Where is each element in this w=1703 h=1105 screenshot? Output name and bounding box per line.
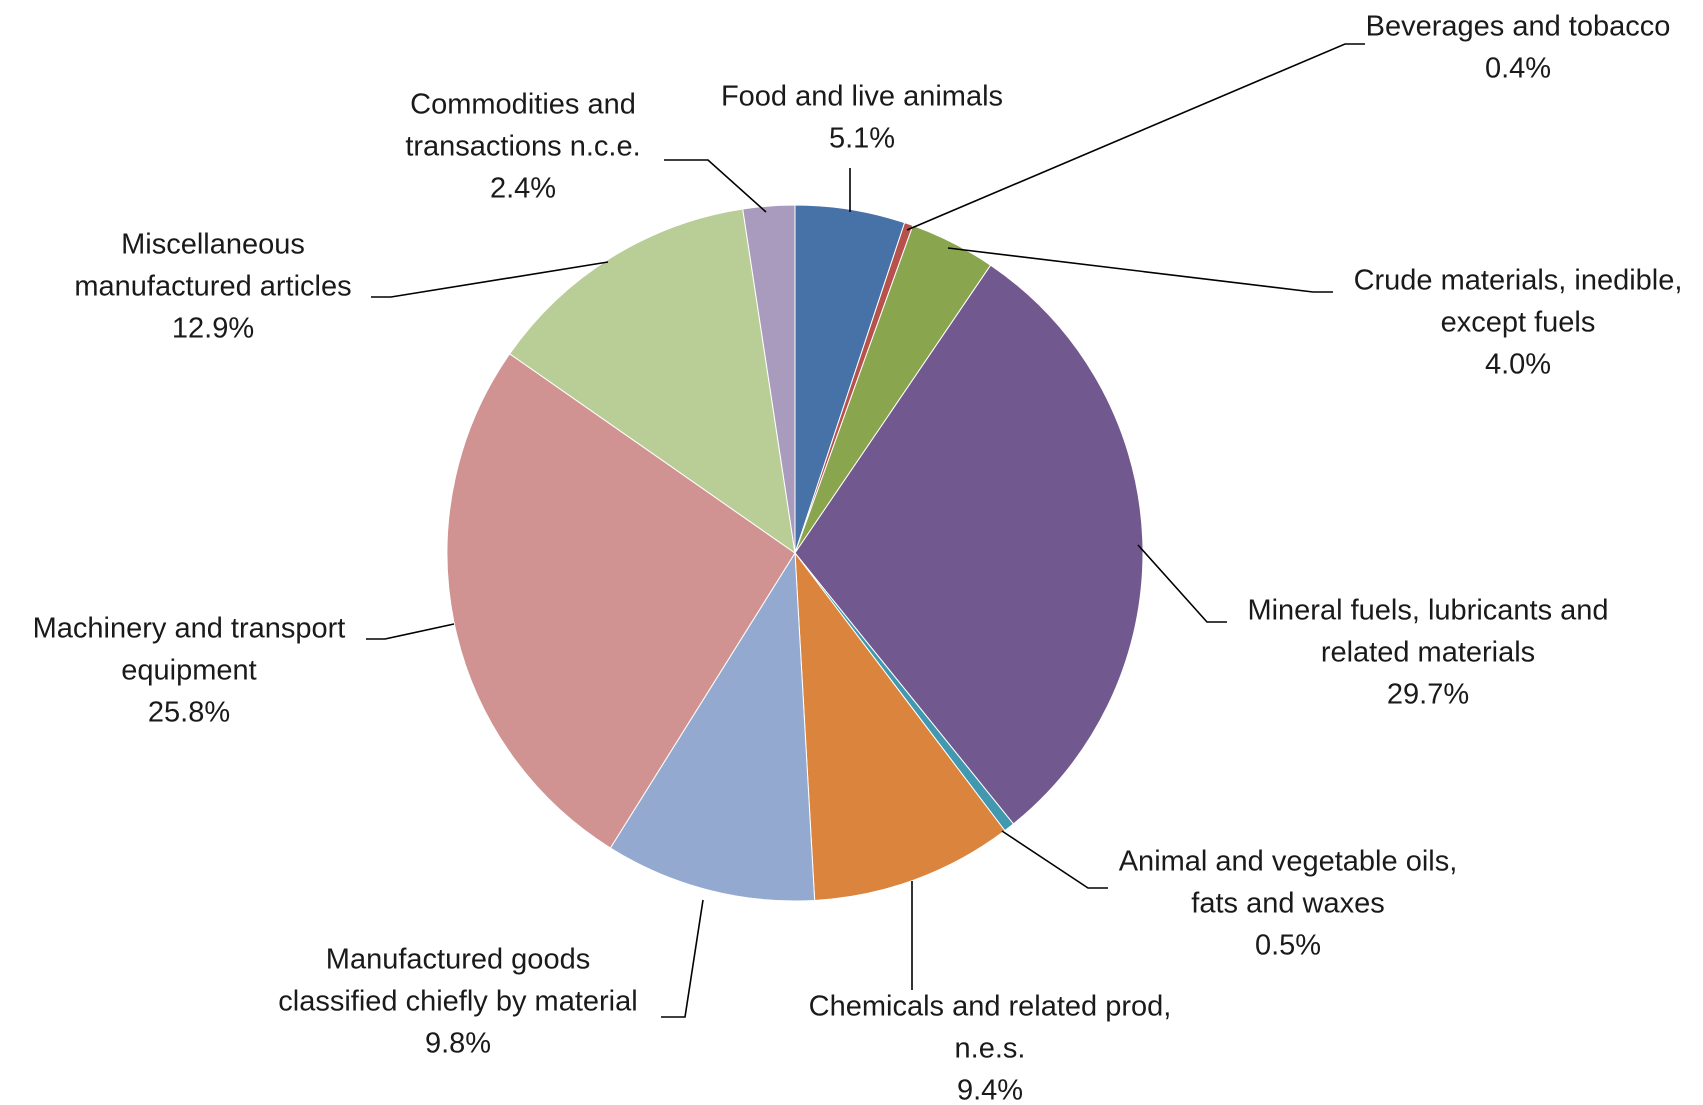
slice-label-10: Commodities and transactions n.c.e. 2.4% (405, 89, 640, 205)
slice-label-2: Beverages and tobacco 0.4% (1366, 11, 1671, 85)
pie-slice-10 (742, 204, 796, 554)
slice-category-label: related materials (1321, 637, 1535, 669)
slice-percent-label: 9.4% (957, 1075, 1023, 1105)
leader-line-9 (371, 261, 609, 298)
slice-category-label: Food and live animals (721, 81, 1003, 113)
slice-labels: Food and live animals 5.1% Beverages and t… (33, 11, 1683, 1105)
slice-category-label: Crude materials, inedible, (1354, 265, 1683, 297)
slice-category-label: Beverages and tobacco (1366, 11, 1671, 43)
slice-category-label: Miscellaneous (121, 229, 305, 261)
slice-category-label: Manufactured goods (326, 944, 590, 976)
slice-category-label: classified chiefly by material (278, 986, 637, 1018)
slice-category-label: manufactured articles (74, 271, 351, 303)
slice-category-label: except fuels (1441, 307, 1596, 339)
leader-line-7 (661, 899, 704, 1018)
leader-line-4 (1137, 544, 1227, 623)
pie-slice-7 (609, 551, 816, 902)
slice-category-label: Commodities and (410, 89, 636, 121)
pie-slices (446, 204, 1144, 902)
slice-category-label: n.e.s. (955, 1033, 1026, 1065)
slice-percent-label: 5.1% (829, 123, 895, 155)
slice-category-label: Chemicals and related prod, (809, 991, 1172, 1023)
slice-label-4: Mineral fuels, lubricants and related mat… (1247, 595, 1608, 711)
slice-percent-label: 4.0% (1485, 349, 1551, 381)
leader-line-8 (366, 623, 455, 640)
slice-label-8: Machinery and transport equipment 25.8% (33, 613, 346, 729)
leader-line-2 (906, 43, 1365, 231)
slice-percent-label: 9.8% (425, 1028, 491, 1060)
slice-category-label: transactions n.c.e. (405, 131, 640, 163)
slice-percent-label: 0.5% (1255, 930, 1321, 962)
slice-category-label: Machinery and transport (33, 613, 346, 645)
slice-label-6: Chemicals and related prod, n.e.s. 9.4% (809, 991, 1172, 1105)
slice-percent-label: 25.8% (148, 697, 230, 729)
leader-line-10 (664, 159, 767, 213)
slice-category-label: equipment (121, 655, 256, 687)
slice-category-label: Animal and vegetable oils, (1119, 846, 1458, 878)
slice-label-5: Animal and vegetable oils, fats and waxes… (1119, 846, 1458, 962)
slice-label-1: Food and live animals 5.1% (721, 81, 1003, 155)
pie-slice-6 (794, 551, 1006, 901)
slice-percent-label: 12.9% (172, 313, 254, 345)
leader-line-5 (1001, 830, 1108, 889)
slice-category-label: fats and waxes (1191, 888, 1384, 920)
slice-percent-label: 0.4% (1485, 53, 1551, 85)
slice-label-3: Crude materials, inedible, except fuels 4.… (1354, 265, 1683, 381)
pie-slice-8 (446, 353, 796, 849)
slice-label-9: Miscellaneous manufactured articles 12.9% (74, 229, 351, 345)
pie-slice-9 (508, 208, 796, 555)
slice-category-label: Mineral fuels, lubricants and (1247, 595, 1608, 627)
slice-percent-label: 2.4% (490, 173, 556, 205)
slice-label-7: Manufactured goods classified chiefly by … (278, 944, 637, 1060)
slice-percent-label: 29.7% (1387, 679, 1469, 711)
leader-line-3 (947, 247, 1333, 293)
pie-slice-4 (794, 264, 1144, 825)
leader-lines (366, 43, 1365, 1018)
